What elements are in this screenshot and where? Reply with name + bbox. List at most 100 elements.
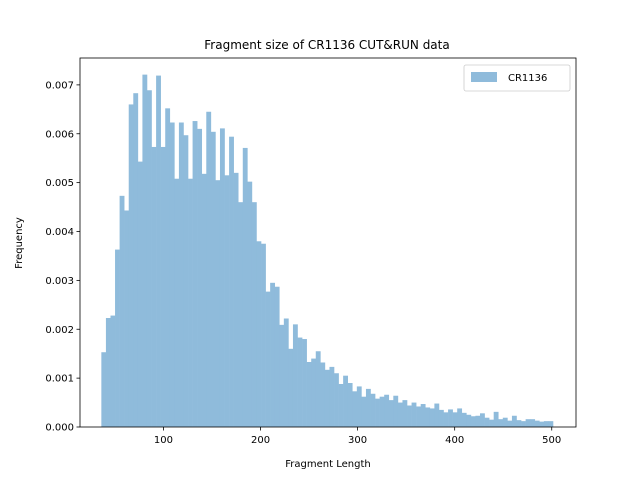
- histogram-bar: [489, 419, 494, 427]
- histogram-bar: [251, 202, 257, 427]
- histogram-bar: [498, 419, 504, 427]
- histogram-bar: [279, 324, 285, 427]
- histogram-bar: [356, 386, 362, 427]
- histogram-bar: [457, 408, 463, 427]
- histogram-bar: [361, 396, 367, 427]
- histogram-bar: [539, 421, 545, 427]
- histogram-bar: [183, 135, 189, 427]
- histogram-bar: [516, 420, 522, 427]
- histogram-bar: [233, 172, 239, 427]
- plot-frame: [79, 57, 577, 428]
- histogram-bar: [160, 146, 166, 427]
- y-tick-label: 0.003: [45, 276, 74, 287]
- histogram-bar: [197, 128, 203, 427]
- y-tick-label: 0.001: [45, 374, 74, 385]
- histogram-bar: [443, 412, 449, 427]
- histogram-bar: [215, 180, 221, 427]
- histogram-bar: [370, 393, 376, 427]
- histogram-bar: [397, 402, 403, 427]
- histogram-bar: [101, 352, 107, 427]
- histogram-bar: [219, 128, 225, 427]
- histogram-bar: [137, 161, 143, 428]
- histogram-bar: [110, 315, 116, 427]
- histogram-bar: [416, 406, 421, 427]
- histogram-bar: [329, 366, 335, 427]
- x-tick-label: 500: [542, 435, 561, 446]
- histogram-bar: [334, 373, 339, 427]
- histogram-bar: [407, 405, 412, 427]
- histogram-bar: [242, 147, 248, 427]
- histogram-bar: [470, 416, 476, 427]
- y-tick-label: 0.005: [45, 178, 74, 189]
- histogram-bar: [210, 131, 216, 428]
- histogram-bar: [105, 318, 111, 427]
- histogram-bar: [525, 419, 531, 427]
- x-axis-label: Fragment Length: [285, 459, 370, 470]
- histogram-bar: [151, 146, 157, 427]
- histogram-bar: [411, 402, 417, 427]
- x-tick-label: 400: [445, 435, 464, 446]
- histogram-bar: [420, 404, 426, 427]
- histogram-bar: [142, 74, 148, 428]
- histogram-bar: [224, 175, 230, 427]
- histogram-bar: [206, 111, 212, 427]
- histogram-bar: [315, 351, 321, 427]
- histogram-bar: [201, 173, 207, 427]
- y-tick-label: 0.000: [45, 423, 74, 434]
- histogram-bar: [320, 362, 326, 427]
- y-tick-label: 0.004: [45, 227, 74, 238]
- histogram-bar: [475, 415, 481, 427]
- legend: CR1136: [463, 64, 571, 92]
- histogram-bar: [306, 362, 312, 427]
- histogram-bar: [292, 324, 298, 427]
- histogram-bar: [530, 419, 536, 427]
- histogram-bar: [133, 93, 139, 427]
- y-axis-label: Frequency: [14, 217, 25, 269]
- histogram-bar: [425, 407, 431, 427]
- histogram-bar: [502, 417, 508, 427]
- histogram-bar: [261, 243, 266, 427]
- histogram-bar: [302, 339, 307, 427]
- histogram-bar: [375, 398, 380, 427]
- histogram-bar: [543, 421, 549, 427]
- x-tick-label: 200: [251, 435, 270, 446]
- histogram-bar: [466, 414, 472, 427]
- histogram-bar: [247, 181, 253, 427]
- histogram-bar: [507, 420, 513, 427]
- histogram-bar: [338, 383, 344, 427]
- histogram-bar: [146, 90, 152, 427]
- legend-label: CR1136: [508, 73, 547, 84]
- histogram-bar: [178, 122, 184, 427]
- histogram-bar: [511, 415, 517, 427]
- y-axis-ticks: 0.000 0.001 0.002 0.003 0.004 0.005 0.006 0.007: [45, 80, 80, 434]
- histogram-bar: [343, 375, 348, 427]
- histogram-bar: [283, 318, 289, 427]
- histogram-bar: [534, 420, 540, 427]
- histogram-bar: [238, 202, 244, 427]
- histogram-bar: [128, 104, 134, 428]
- x-tick-label: 300: [348, 435, 367, 446]
- histogram-bar: [156, 75, 161, 427]
- histogram-bar: [393, 395, 399, 427]
- histogram-bar: [365, 388, 371, 427]
- histogram-bar: [484, 417, 490, 427]
- histogram-bar: [297, 337, 303, 427]
- histogram-bar: [229, 136, 234, 427]
- histogram-bar: [352, 391, 358, 427]
- histogram-bar: [429, 408, 435, 427]
- histogram-bar: [288, 348, 294, 427]
- histogram-bar: [402, 400, 408, 427]
- histogram-bar: [384, 394, 390, 427]
- histogram-bar: [265, 291, 271, 427]
- histogram-bar: [192, 121, 198, 428]
- histogram-bar: [388, 400, 394, 427]
- legend-swatch: [471, 72, 497, 82]
- histogram-bar: [188, 178, 193, 427]
- histogram-bar: [480, 413, 485, 427]
- chart-title: Fragment size of CR1136 CUT&RUN data: [204, 38, 449, 52]
- histogram-bar: [434, 403, 440, 427]
- y-tick-label: 0.002: [45, 325, 74, 336]
- histogram-bar: [461, 412, 467, 427]
- legend-frame: [463, 64, 571, 92]
- histogram-bar: [548, 421, 554, 427]
